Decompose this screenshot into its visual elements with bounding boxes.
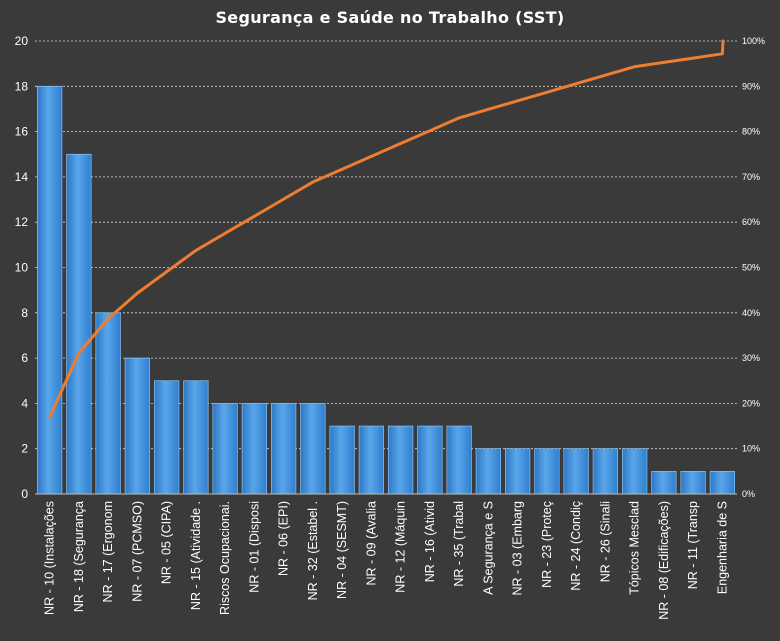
bar xyxy=(153,380,180,495)
bar xyxy=(183,380,209,495)
x-tick-label: NR - 05 (CIPA) xyxy=(160,501,174,584)
x-tick-label: NR - 04 (SESMT) xyxy=(335,501,349,599)
x-tick-label: NR - 24 (Condiç xyxy=(569,501,583,591)
y-tick-label: 10 xyxy=(15,261,29,275)
y-axis-right: 0% 10% 20% 30% 40% 50% 60% 70% 80% 90% 100% xyxy=(742,36,765,499)
x-axis: NR - 10 (Instalações NR - 18 (Segurança NR… xyxy=(35,493,737,620)
y-tick-label: 16 xyxy=(15,125,29,139)
x-tick-label: NR - 10 (Instalações xyxy=(43,501,57,615)
y2-tick-label: 90% xyxy=(742,81,760,91)
y-axis-left: 0 2 4 6 8 10 12 14 16 18 20 xyxy=(15,34,29,501)
x-tick-label: NR - 26 (Sinali xyxy=(598,501,612,582)
x-tick-label: NR - 03 (Embarg xyxy=(511,501,525,596)
y-tick-label: 4 xyxy=(21,396,28,410)
y-tick-label: 12 xyxy=(15,215,29,229)
cumulative-line xyxy=(48,39,725,419)
bar xyxy=(504,448,531,495)
y2-tick-label: 100% xyxy=(742,36,765,46)
x-tick-label: NR - 15 (Atividade . xyxy=(189,501,203,610)
bar xyxy=(124,357,151,495)
x-tick-label: A Segurança e S xyxy=(481,501,495,595)
y2-tick-label: 20% xyxy=(742,398,760,408)
y-tick-label: 2 xyxy=(21,442,28,456)
x-tick-label: NR - 12 (Máquin xyxy=(394,501,408,593)
x-tick-label: NR - 23 (Proteç xyxy=(540,501,554,588)
bar xyxy=(417,425,443,495)
y2-tick-label: 80% xyxy=(742,127,760,137)
bar xyxy=(475,448,502,495)
y-tick-label: 0 xyxy=(21,487,28,501)
x-tick-label: NR - 07 (PCMSO) xyxy=(130,501,144,602)
x-tick-label: NR - 35 (Trabal xyxy=(452,501,466,587)
x-tick-label: Riscos Ocupacionai. xyxy=(218,501,232,615)
y2-tick-label: 50% xyxy=(742,263,760,273)
y2-tick-label: 70% xyxy=(742,172,760,182)
y-tick-label: 18 xyxy=(15,79,29,93)
bar xyxy=(241,403,268,495)
bar xyxy=(592,448,619,495)
bar xyxy=(387,425,414,495)
x-tick-label: NR - 01 (Disposi xyxy=(247,501,261,593)
bar xyxy=(300,403,326,495)
x-tick-label: NR - 08 (Edificações) xyxy=(657,501,671,620)
y2-tick-label: 40% xyxy=(742,308,760,318)
bar xyxy=(534,448,560,495)
bar xyxy=(621,448,648,495)
gridlines xyxy=(35,40,737,450)
y2-tick-label: 0% xyxy=(742,489,755,499)
y-tick-label: 14 xyxy=(15,170,29,184)
chart-title: Segurança e Saúde no Trabalho (SST) xyxy=(215,8,564,27)
bar xyxy=(329,425,355,495)
cumulative-line-series xyxy=(48,39,725,419)
bar-series xyxy=(36,85,736,495)
bar xyxy=(446,425,472,495)
bar xyxy=(66,153,92,495)
bar xyxy=(212,403,238,495)
x-tick-label: NR - 17 (Ergonom xyxy=(101,501,115,602)
bar xyxy=(36,85,63,495)
x-tick-label: NR - 11 (Transp xyxy=(686,501,700,589)
bar xyxy=(270,403,297,495)
x-tick-label: Engenharia de S xyxy=(715,501,729,594)
x-tick-label: NR - 16 (Ativid xyxy=(423,501,437,582)
x-tick-label: NR - 09 (Avalia xyxy=(364,501,378,586)
bar xyxy=(651,471,677,495)
bar xyxy=(709,471,736,495)
x-tick-label: Tópicos Mesclad xyxy=(628,501,642,595)
bar xyxy=(358,425,385,495)
y2-tick-label: 30% xyxy=(742,353,760,363)
x-tick-label: NR - 06 (EPI) xyxy=(277,501,291,576)
y-tick-label: 20 xyxy=(15,34,29,48)
bar xyxy=(95,312,121,495)
x-tick-label: NR - 18 (Segurança xyxy=(72,501,86,612)
bar xyxy=(563,448,589,495)
y2-tick-label: 60% xyxy=(742,217,760,227)
y-tick-label: 8 xyxy=(21,306,28,320)
bar xyxy=(680,471,706,495)
y2-tick-label: 10% xyxy=(742,444,760,454)
y-tick-label: 6 xyxy=(21,351,28,365)
x-tick-label: NR - 32 (Estabel . xyxy=(306,501,320,600)
